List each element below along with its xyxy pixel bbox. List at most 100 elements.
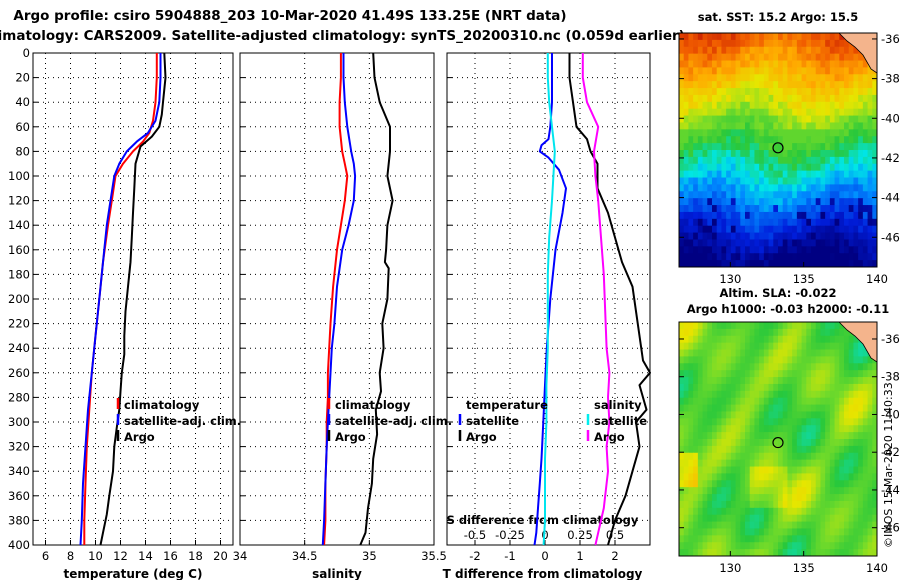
map-cell — [825, 246, 831, 254]
map-cell — [872, 480, 877, 488]
map-cell — [712, 46, 718, 55]
map-cell — [679, 253, 685, 261]
map-cell — [726, 459, 732, 468]
map-cell — [858, 528, 864, 536]
map-cell — [773, 328, 779, 337]
map-cell — [792, 108, 798, 117]
map-cell — [815, 390, 822, 399]
map-cell — [820, 101, 826, 110]
map-cell — [787, 150, 793, 158]
map-cell — [730, 39, 737, 48]
map-cell — [787, 370, 793, 378]
map-cell — [749, 136, 756, 144]
map-cell — [792, 170, 798, 179]
series-line-argo — [359, 52, 394, 546]
map-cell — [759, 500, 765, 509]
map-cell — [815, 53, 822, 62]
map-cell — [778, 46, 784, 55]
x-tick-label: 135 — [793, 561, 815, 575]
map-cell — [716, 452, 723, 461]
y-tick-label: 140 — [8, 218, 30, 232]
map-cell — [811, 198, 817, 206]
map-cell — [721, 60, 727, 69]
map-cell — [811, 363, 817, 371]
map-cell — [754, 253, 760, 261]
map-cell — [740, 418, 746, 426]
map-cell — [693, 418, 699, 426]
map-cell — [782, 115, 789, 124]
map-cell — [763, 253, 770, 261]
map-cell — [735, 480, 741, 488]
map-cell — [815, 81, 822, 89]
map-cell — [801, 88, 807, 96]
map-cell — [829, 452, 836, 461]
map-cell — [839, 445, 845, 454]
map-cell — [745, 404, 751, 413]
y-tick-label: -44 — [881, 191, 900, 205]
map-cell — [754, 94, 760, 103]
map-cell — [801, 253, 807, 261]
map-cell — [730, 115, 737, 124]
map-cell — [844, 445, 850, 454]
map-cell — [730, 53, 737, 62]
map-cell — [697, 53, 704, 62]
map-cell — [778, 439, 784, 447]
map-cell — [763, 39, 770, 48]
map-cell — [702, 328, 708, 337]
map-cell — [778, 390, 784, 399]
legend-label-climatology: climatology — [124, 398, 200, 412]
map-cell — [815, 439, 822, 447]
map-cell — [712, 459, 718, 468]
map-cell — [872, 108, 877, 117]
map-cell — [815, 253, 822, 261]
map-cell — [811, 136, 817, 144]
map-cell — [848, 383, 855, 392]
map-cell — [683, 328, 690, 337]
map-cell — [839, 108, 845, 117]
map-cell — [796, 177, 803, 186]
map-cell — [801, 60, 807, 69]
map-cell — [688, 143, 694, 151]
map-cell — [773, 432, 779, 440]
map-cell — [726, 445, 732, 454]
map-cell — [730, 342, 737, 351]
map-cell — [782, 487, 789, 495]
map-cell — [844, 115, 850, 124]
map-cell — [759, 542, 765, 550]
map-cell — [768, 480, 774, 488]
map-cell — [796, 39, 803, 48]
map-cell — [745, 390, 751, 399]
map-cell — [844, 397, 850, 406]
map-cell — [815, 184, 822, 192]
map-cell — [806, 528, 812, 536]
map-cell — [792, 514, 798, 523]
map-cell — [745, 356, 751, 364]
y-tick-label: 320 — [8, 440, 30, 454]
map-cell — [792, 253, 798, 261]
map-cell — [820, 53, 826, 62]
map-cell — [745, 205, 751, 213]
x-tick-label: 35 — [362, 549, 377, 563]
map-cell — [782, 156, 789, 165]
map-cell — [763, 74, 770, 82]
map-cell — [844, 411, 850, 419]
map-cell — [712, 521, 718, 530]
map-cell — [735, 383, 741, 392]
map-cell — [702, 514, 708, 523]
map-cell — [820, 549, 826, 556]
map-cell — [858, 170, 864, 179]
map-cell — [858, 74, 864, 82]
map-cell — [721, 542, 727, 550]
map-cell — [683, 53, 690, 62]
map-cell — [749, 239, 756, 247]
map-cell — [839, 459, 845, 468]
map-cell — [749, 191, 756, 199]
y-tick-label: 40 — [15, 95, 30, 109]
map-cell — [716, 205, 723, 213]
map-cell — [754, 322, 760, 330]
map-cell — [792, 328, 798, 337]
map-cell — [778, 211, 784, 220]
map-cell — [745, 480, 751, 488]
map-cell — [735, 136, 741, 144]
map-cell — [773, 377, 779, 385]
